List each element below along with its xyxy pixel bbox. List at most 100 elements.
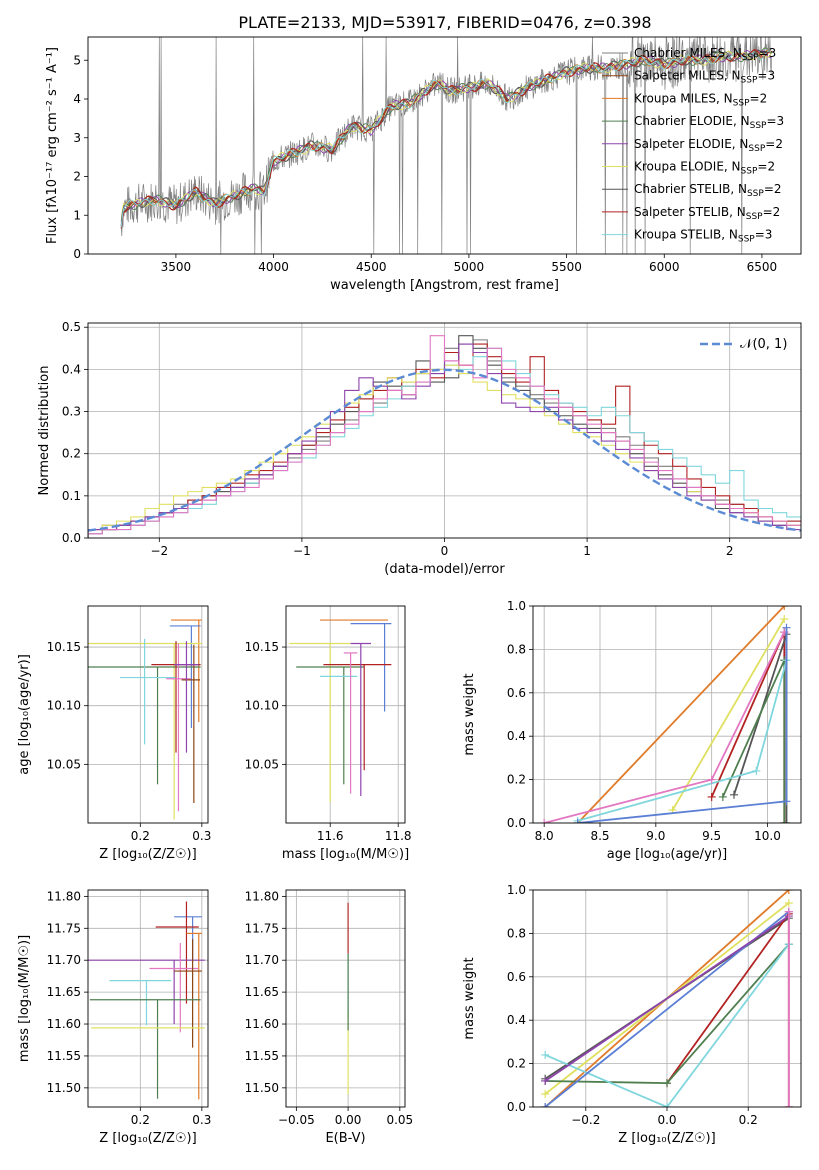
weight-line [666, 911, 790, 1107]
y-tick-label: 11.70 [47, 953, 81, 967]
weight-line [577, 606, 785, 823]
legend-rest: =2 [763, 205, 781, 219]
y-tick-label: 11.70 [245, 953, 279, 967]
y-tick-label: 10.10 [245, 699, 279, 713]
y-tick-label: 5 [73, 53, 81, 67]
x-axis-label: mass [log₁₀(M/M☉)] [282, 847, 409, 862]
weight-marker [541, 1050, 550, 1059]
y-tick-label: 11.60 [47, 1017, 81, 1031]
legend-subscript: SSP [742, 53, 759, 63]
y-tick-label: 10.15 [245, 640, 279, 654]
x-tick-label: 3500 [161, 260, 192, 274]
x-tick-label: 6000 [649, 260, 680, 274]
model-line [120, 49, 772, 228]
weight-marker [782, 623, 791, 632]
y-tick-label: 11.55 [245, 1049, 279, 1063]
weight-line [543, 631, 786, 823]
legend-label: Salpeter MILES, NSSP=3 [634, 69, 775, 86]
y-tick-label: 4 [73, 92, 81, 106]
normal-pdf-curve [88, 368, 801, 532]
y-tick-label: 1.0 [507, 599, 526, 613]
weight-marker [707, 775, 716, 784]
axes-mass-vs-Z: 0.2 0.3 11.50 11.55 11.60 11.65 11.70 11.75 11.8… [17, 889, 211, 1146]
y-tick-label: 0.8 [507, 642, 526, 656]
y-tick-label: 0.5 [62, 320, 81, 334]
legend-label: Kroupa STELIB, NSSP=3 [634, 228, 772, 245]
axes-weight-vs-Z: −0.2 0.0 0.2 0.0 0.2 0.4 0.6 0.8 1.0 Z [log₁₀(Z/Z… [462, 883, 802, 1146]
x-tick-label: 11.8 [385, 829, 412, 843]
x-tick-label: 0.00 [335, 1113, 362, 1127]
axes-frame [87, 36, 802, 255]
x-tick-label: 8.5 [590, 829, 609, 843]
x-tick-label: 4000 [258, 260, 289, 274]
weight-marker [784, 890, 793, 894]
weight-marker [784, 1103, 793, 1107]
y-tick-label: 10.05 [47, 757, 81, 771]
x-tick-label: 1 [583, 544, 591, 558]
y-tick-label: 0.3 [62, 405, 81, 419]
y-tick-label: 0.2 [507, 1057, 526, 1071]
weight-marker [780, 606, 789, 610]
figure-title: PLATE=2133, MJD=53917, FIBERID=0476, z=0… [238, 13, 651, 32]
weight-line [671, 618, 786, 811]
x-axis-label: Z [log₁₀(Z/Z☉)] [99, 847, 196, 862]
x-tick-label: −2 [150, 544, 168, 558]
y-tick-label: 0.4 [507, 729, 526, 743]
legend-rest: =3 [766, 114, 784, 128]
legend-subscript: SSP [741, 76, 758, 86]
legend-subscript: SSP [746, 212, 763, 222]
weight-marker [784, 899, 793, 908]
y-tick-label: 11.80 [245, 889, 279, 903]
plot-area [286, 890, 405, 1107]
x-axis-label: Z [log₁₀(Z/Z☉)] [99, 1131, 196, 1146]
weight-marker [782, 819, 791, 823]
weight-line [721, 659, 786, 823]
y-tick-label: 10.15 [47, 640, 81, 654]
x-axis-label: age [log₁₀(age/yr)] [607, 847, 728, 862]
weight-marker [541, 1089, 550, 1098]
y-axis-label: mass weight [462, 673, 477, 755]
axes-weight-vs-age: 8.0 8.5 9.0 9.5 10.0 0.0 0.2 0.4 0.6 0.8 1.0 age [l… [462, 599, 802, 862]
legend-rest: =3 [757, 69, 775, 83]
legend-rest: =3 [755, 228, 773, 242]
legend-subscript: SSP [733, 98, 750, 108]
x-tick-label: 0.2 [131, 1113, 150, 1127]
axes-frame [285, 889, 406, 1108]
y-tick-label: 2 [73, 170, 81, 184]
x-tick-label: −0.05 [278, 1113, 315, 1127]
axes-frame [87, 322, 802, 539]
y-axis-label: Flux [fλ10⁻¹⁷ erg cm⁻² s⁻¹ A⁻¹] [45, 47, 60, 244]
legend-rest: =2 [765, 137, 783, 151]
x-tick-label: 4500 [356, 260, 387, 274]
weight-marker [541, 1076, 550, 1085]
x-tick-label: 6500 [747, 260, 778, 274]
y-tick-label: 10.10 [47, 699, 81, 713]
x-tick-label: 0 [441, 544, 449, 558]
x-tick-label: 0.0 [657, 1113, 676, 1127]
plot-area [286, 606, 405, 823]
legend-rest: =2 [764, 182, 782, 196]
y-axis-label: Normed distribution [37, 366, 52, 496]
weight-marker [541, 1103, 550, 1107]
weight-marker [573, 819, 582, 823]
weight-marker [540, 819, 549, 823]
axes-age-vs-Z: 0.2 0.3 10.05 10.10 10.15 Z [log₁₀(Z/Z☉)] age … [17, 605, 211, 862]
x-axis-label: Z [log₁₀(Z/Z☉)] [618, 1131, 715, 1146]
model-line [120, 47, 773, 222]
y-tick-label: 0 [73, 247, 81, 261]
axes-frame [532, 889, 802, 1108]
weight-line [544, 943, 790, 1107]
x-tick-label: −0.2 [571, 1113, 600, 1127]
histogram-step [88, 335, 801, 538]
x-axis-label: wavelength [Angstrom, rest frame] [330, 278, 559, 293]
y-axis-label: mass weight [462, 957, 477, 1039]
x-tick-label: 8.0 [535, 829, 554, 843]
legend-label: Salpeter STELIB, NSSP=2 [634, 205, 780, 222]
x-axis-label: E(B-V) [325, 1131, 365, 1146]
weight-marker [780, 615, 789, 624]
y-tick-label: 3 [73, 131, 81, 145]
axes-frame [87, 889, 209, 1108]
legend-label: 𝒩(0, 1) [740, 337, 787, 352]
x-tick-label: 0.05 [386, 1113, 413, 1127]
